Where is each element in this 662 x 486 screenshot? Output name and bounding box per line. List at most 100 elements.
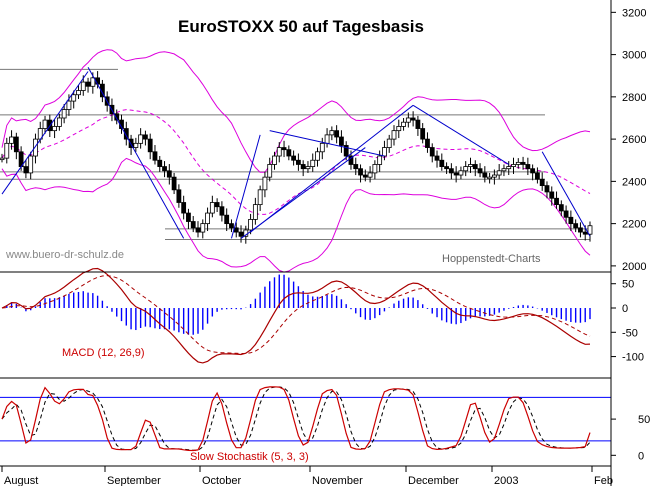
- candle: [420, 128, 426, 140]
- y-tick-label: 2400: [622, 176, 646, 188]
- trendline: [87, 67, 185, 239]
- candle: [468, 164, 473, 167]
- candle: [329, 130, 335, 136]
- y-tick-label: -100: [622, 352, 644, 364]
- candle: [425, 138, 430, 148]
- candle: [171, 176, 177, 191]
- y-tick-label: 3200: [622, 7, 646, 19]
- candle: [0, 157, 5, 161]
- candle: [535, 172, 540, 180]
- watermark-website: www.buero-dr-schulz.de: [5, 249, 124, 261]
- trendline: [541, 151, 591, 237]
- candle: [152, 151, 158, 161]
- candle: [291, 155, 297, 161]
- candle: [463, 166, 469, 172]
- candle: [491, 174, 497, 178]
- candle: [573, 223, 579, 229]
- candle: [444, 166, 449, 170]
- x-tick-label: August: [4, 475, 38, 486]
- x-tick-label: 2003: [494, 475, 518, 486]
- candle: [80, 81, 86, 91]
- candle: [9, 136, 14, 144]
- watermark-source: Hoppenstedt-Charts: [442, 253, 541, 265]
- y-tick-label: 50: [638, 414, 650, 426]
- bollinger-lower: [1, 157, 591, 273]
- candle: [396, 126, 402, 132]
- candle: [319, 142, 325, 153]
- macd-label: MACD (12, 26,9): [62, 347, 145, 359]
- candle: [348, 155, 354, 165]
- candle: [578, 227, 583, 233]
- candle: [487, 176, 493, 180]
- candle: [205, 212, 210, 225]
- candle: [415, 119, 421, 129]
- y-tick-label: 0: [638, 450, 644, 462]
- candle: [99, 83, 105, 98]
- candle: [123, 128, 129, 140]
- candle: [554, 197, 559, 206]
- y-tick-label: 2800: [622, 92, 646, 104]
- candle: [334, 130, 340, 138]
- x-axis: August September October November December 20…: [1, 466, 613, 486]
- candle: [252, 204, 258, 220]
- candle: [133, 142, 139, 148]
- candle: [181, 202, 187, 214]
- candle: [401, 121, 406, 127]
- candle: [434, 155, 440, 161]
- candle: [315, 151, 320, 161]
- candle: [563, 210, 569, 218]
- x-tick-label: September: [107, 475, 161, 486]
- candle: [520, 161, 526, 165]
- candle: [286, 149, 292, 157]
- candle: [472, 164, 478, 170]
- candle: [186, 212, 191, 222]
- candle: [305, 166, 311, 170]
- x-tick-label: November: [312, 475, 363, 486]
- candle: [300, 164, 306, 170]
- candle: [276, 147, 282, 157]
- candle: [391, 130, 397, 140]
- candle: [558, 204, 564, 212]
- candle: [539, 178, 545, 186]
- candle: [33, 138, 38, 157]
- candle: [458, 170, 464, 176]
- candle: [482, 172, 488, 178]
- x-tick-label: December: [408, 475, 459, 486]
- candle: [372, 164, 378, 174]
- stoch-k-line: [1, 386, 591, 452]
- candle: [386, 138, 392, 148]
- candle: [42, 119, 48, 129]
- macd-panel: [1, 267, 591, 364]
- candle: [295, 159, 301, 165]
- candle: [410, 117, 416, 121]
- y-tick-label: 0: [622, 303, 628, 315]
- candle: [506, 166, 512, 170]
- x-tick-label: Feb: [594, 475, 613, 486]
- candle: [343, 145, 349, 157]
- trendline: [412, 104, 509, 165]
- candle: [511, 164, 516, 167]
- candle: [147, 138, 153, 153]
- price-panel: [0, 49, 593, 273]
- candle: [262, 176, 268, 191]
- candle: [157, 159, 163, 167]
- candle: [405, 117, 411, 123]
- candle: [549, 191, 555, 199]
- candle: [281, 147, 287, 151]
- chart-title: EuroSTOXX 50 auf Tagesbasis: [178, 17, 424, 36]
- candle: [238, 231, 244, 237]
- candle: [4, 142, 10, 159]
- candle: [353, 164, 359, 170]
- candle: [324, 134, 330, 144]
- candle: [162, 166, 167, 172]
- candle: [233, 227, 239, 233]
- candle: [61, 109, 67, 119]
- candle: [525, 164, 531, 170]
- y-tick-label: 50: [622, 279, 634, 291]
- candle: [501, 168, 507, 172]
- candle: [248, 219, 253, 231]
- candle: [66, 100, 72, 110]
- stoch-label: Slow Stochastik (5, 3, 3): [190, 451, 309, 463]
- candle: [267, 164, 273, 178]
